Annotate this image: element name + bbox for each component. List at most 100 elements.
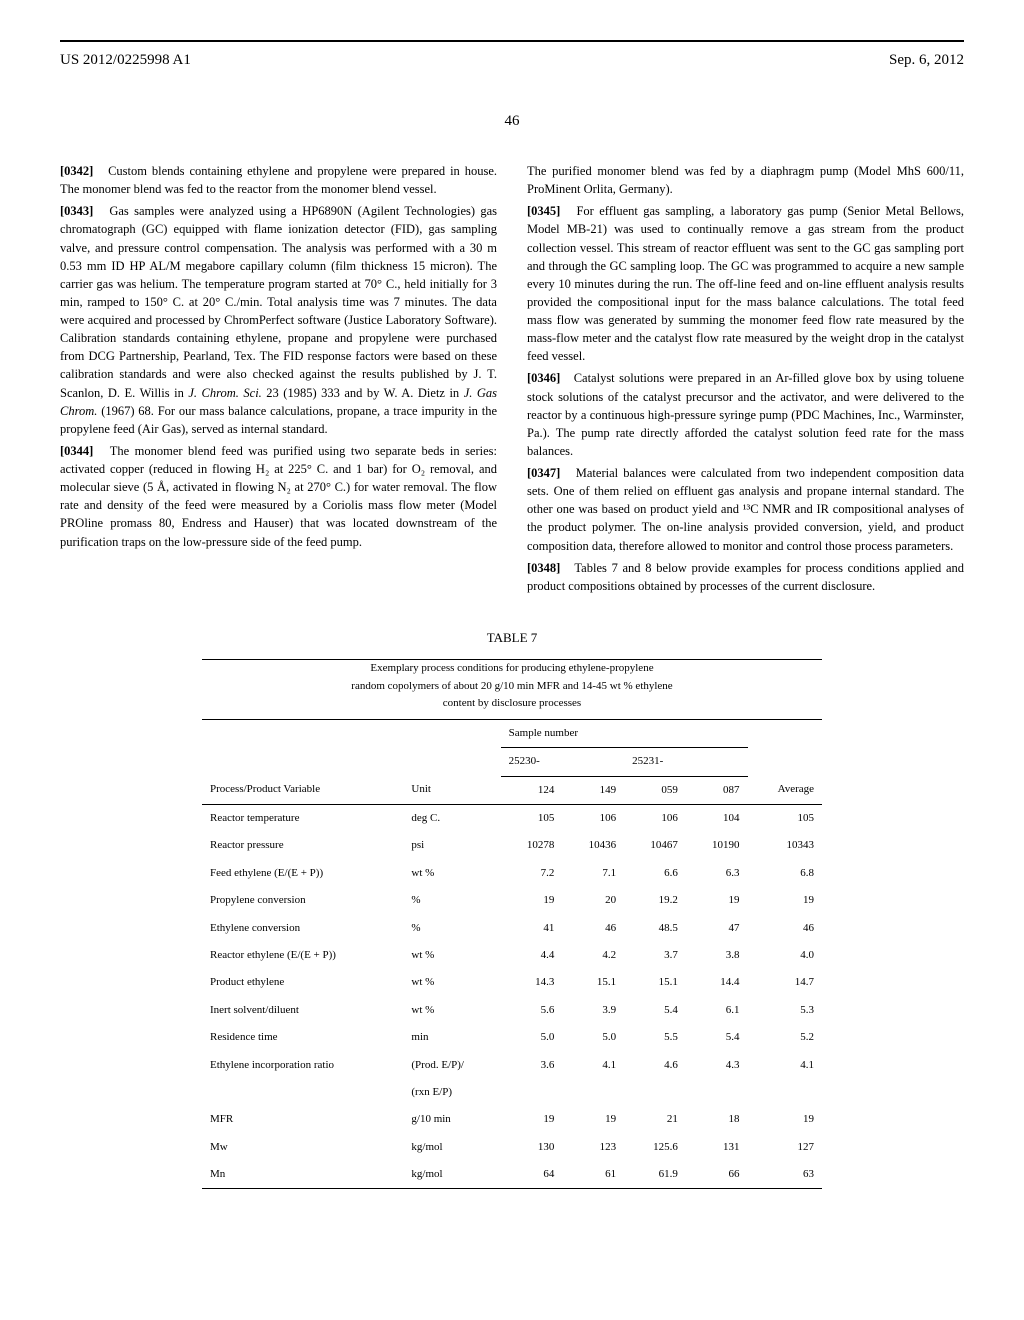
group-25231: 25231-	[624, 748, 747, 776]
cell-variable	[202, 1079, 403, 1106]
para-text-a: Gas samples were analyzed using a HP6890…	[60, 204, 497, 399]
cell-value: 3.8	[686, 942, 748, 969]
table-row: Inert solvent/diluentwt %5.63.95.46.15.3	[202, 997, 822, 1024]
para-0344-cont: The purified monomer blend was fed by a …	[527, 162, 964, 198]
para-0348: [0348] Tables 7 and 8 below provide exam…	[527, 559, 964, 595]
col-124: 124	[501, 776, 563, 804]
table-row: Mnkg/mol646161.96663	[202, 1161, 822, 1188]
cell-value: 105	[748, 805, 822, 833]
col-087: 087	[686, 776, 748, 804]
cell-value: 123	[562, 1134, 624, 1161]
cell-value: 4.6	[624, 1052, 686, 1079]
cell-value	[748, 1079, 822, 1106]
para-num: [0347]	[527, 466, 560, 480]
para-0345: [0345] For effluent gas sampling, a labo…	[527, 202, 964, 365]
cell-value	[501, 1079, 563, 1106]
cell-variable: Reactor pressure	[202, 832, 403, 859]
cell-value: 10343	[748, 832, 822, 859]
cell-variable: Reactor temperature	[202, 805, 403, 833]
right-column: The purified monomer blend was fed by a …	[527, 162, 964, 599]
cell-value: 104	[686, 805, 748, 833]
cell-value: 19	[501, 1106, 563, 1133]
para-text-c: (1967) 68. For our mass balance calculat…	[60, 404, 497, 436]
cell-value: 21	[624, 1106, 686, 1133]
journal-ref-1: J. Chrom. Sci.	[188, 386, 261, 400]
cell-value: 10278	[501, 832, 563, 859]
para-num: [0344]	[60, 444, 93, 458]
cell-value: 6.6	[624, 860, 686, 887]
cell-value: 41	[501, 915, 563, 942]
para-0346: [0346] Catalyst solutions were prepared …	[527, 369, 964, 460]
table-row: Product ethylenewt %14.315.115.114.414.7	[202, 969, 822, 996]
cell-value: 66	[686, 1161, 748, 1188]
page-number: 46	[60, 111, 964, 132]
table-7: Exemplary process conditions for produci…	[202, 659, 822, 1189]
cell-unit: kg/mol	[403, 1134, 500, 1161]
cell-value: 14.3	[501, 969, 563, 996]
table-rule-bottom	[202, 1188, 822, 1189]
cell-unit: kg/mol	[403, 1161, 500, 1188]
cell-value: 19	[748, 887, 822, 914]
cell-value: 131	[686, 1134, 748, 1161]
cell-value	[686, 1079, 748, 1106]
cell-value: 5.5	[624, 1024, 686, 1051]
table-row: Propylene conversion%192019.21919	[202, 887, 822, 914]
cell-value	[624, 1079, 686, 1106]
cell-value: 6.8	[748, 860, 822, 887]
cell-value: 5.2	[748, 1024, 822, 1051]
para-text: The purified monomer blend was fed by a …	[527, 164, 964, 196]
table-row: Reactor ethylene (E/(E + P))wt %4.44.23.…	[202, 942, 822, 969]
cell-value: 14.7	[748, 969, 822, 996]
cell-value: 61.9	[624, 1161, 686, 1188]
cell-variable: Mw	[202, 1134, 403, 1161]
para-0343: [0343] Gas samples were analyzed using a…	[60, 202, 497, 438]
cell-unit: wt %	[403, 942, 500, 969]
para-text: For effluent gas sampling, a laboratory …	[527, 204, 964, 363]
cell-value: 125.6	[624, 1134, 686, 1161]
table-row: (rxn E/P)	[202, 1079, 822, 1106]
subtitle-line-2: random copolymers of about 20 g/10 min M…	[351, 680, 672, 692]
cell-value: 19.2	[624, 887, 686, 914]
cell-value: 5.3	[748, 997, 822, 1024]
cell-value: 106	[624, 805, 686, 833]
cell-value: 10436	[562, 832, 624, 859]
cell-value: 4.4	[501, 942, 563, 969]
table-7-subtitle: Exemplary process conditions for produci…	[202, 660, 822, 713]
cell-value: 18	[686, 1106, 748, 1133]
para-num: [0343]	[60, 204, 93, 218]
para-text: Tables 7 and 8 below provide examples fo…	[527, 561, 964, 593]
col-variable: Process/Product Variable	[202, 776, 403, 804]
cell-value: 63	[748, 1161, 822, 1188]
cell-value: 19	[748, 1106, 822, 1133]
cell-value: 3.6	[501, 1052, 563, 1079]
table-row: Reactor temperaturedeg C.105106106104105	[202, 805, 822, 833]
cell-variable: Propylene conversion	[202, 887, 403, 914]
cell-unit: deg C.	[403, 805, 500, 833]
para-num: [0346]	[527, 371, 560, 385]
cell-value: 6.3	[686, 860, 748, 887]
cell-value: 64	[501, 1161, 563, 1188]
para-num: [0348]	[527, 561, 560, 575]
cell-value: 14.4	[686, 969, 748, 996]
cell-value: 5.0	[501, 1024, 563, 1051]
para-num: [0342]	[60, 164, 93, 178]
cell-value: 130	[501, 1134, 563, 1161]
col-average: Average	[748, 776, 822, 804]
cell-value: 5.4	[624, 997, 686, 1024]
cell-unit: min	[403, 1024, 500, 1051]
cell-value: 48.5	[624, 915, 686, 942]
table-row: Reactor pressurepsi102781043610467101901…	[202, 832, 822, 859]
table-row: Feed ethylene (E/(E + P))wt %7.27.16.66.…	[202, 860, 822, 887]
cell-unit: g/10 min	[403, 1106, 500, 1133]
cell-value: 4.1	[562, 1052, 624, 1079]
cell-value: 3.9	[562, 997, 624, 1024]
cell-value: 15.1	[624, 969, 686, 996]
cell-variable: Product ethylene	[202, 969, 403, 996]
cell-value: 5.0	[562, 1024, 624, 1051]
cell-value: 5.4	[686, 1024, 748, 1051]
para-0347: [0347] Material balances were calculated…	[527, 464, 964, 555]
cell-value: 7.2	[501, 860, 563, 887]
cell-value: 46	[748, 915, 822, 942]
cell-value: 10467	[624, 832, 686, 859]
cell-value: 46	[562, 915, 624, 942]
